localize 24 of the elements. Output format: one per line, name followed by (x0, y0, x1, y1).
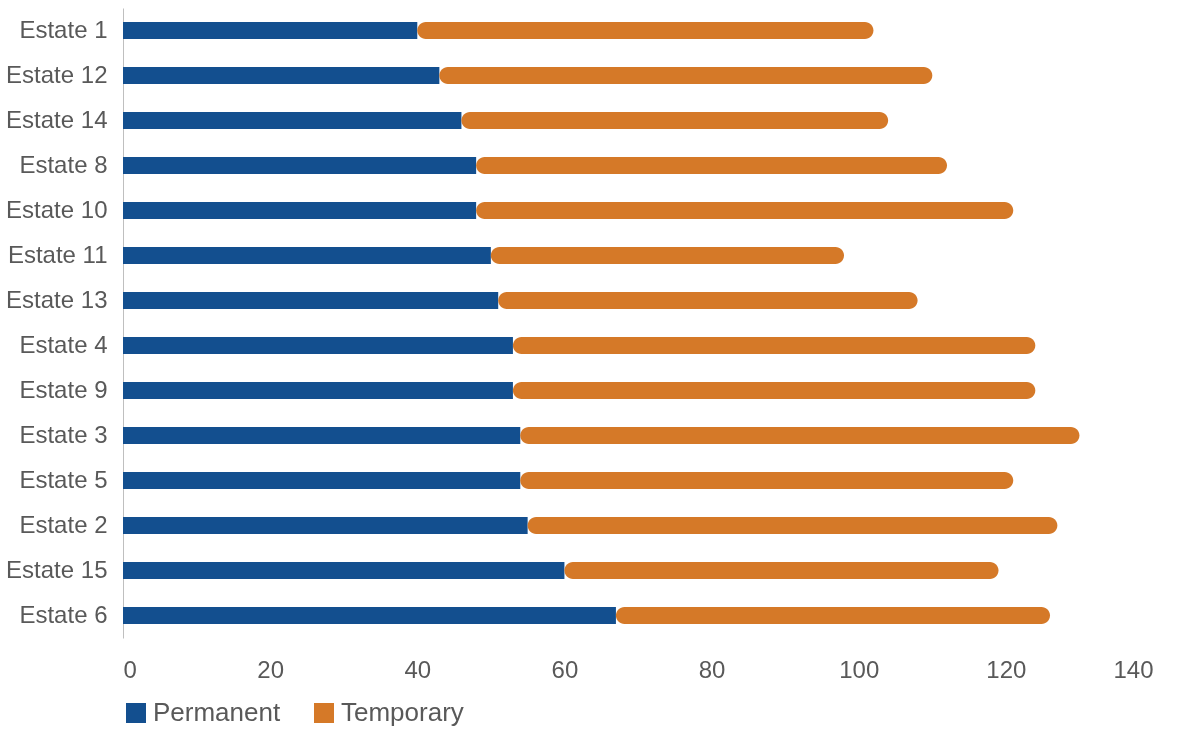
x-tick-label: 20 (257, 655, 284, 683)
y-tick-label: Estate 13 (6, 285, 108, 313)
x-tick-label: 0 (123, 655, 137, 683)
x-tick-label: 80 (698, 655, 726, 683)
x-tick-label: 120 (986, 655, 1027, 683)
y-tick-label: Estate 2 (19, 510, 108, 538)
x-tick-label: 100 (839, 655, 880, 683)
y-tick-label: Estate 4 (19, 330, 108, 358)
legend-label: Temporary (341, 697, 464, 727)
y-tick-label: Estate 12 (6, 60, 108, 88)
legend-label: Permanent (153, 697, 281, 727)
y-tick-label: Estate 11 (7, 240, 108, 268)
y-tick-label: Estate 8 (19, 150, 108, 178)
y-tick-label: Estate 10 (6, 195, 108, 223)
x-tick-label: 40 (404, 655, 432, 683)
x-tick-label: 60 (551, 655, 579, 683)
y-tick-label: Estate 5 (19, 465, 108, 493)
y-tick-label: Estate 6 (19, 600, 108, 628)
y-tick-label: Estate 3 (19, 420, 108, 448)
y-tick-label: Estate 14 (6, 105, 108, 133)
x-tick-label: 140 (1113, 655, 1154, 683)
y-tick-label: Estate 9 (19, 375, 108, 403)
y-tick-label: Estate 15 (6, 555, 108, 583)
y-tick-label: Estate 1 (19, 15, 108, 43)
